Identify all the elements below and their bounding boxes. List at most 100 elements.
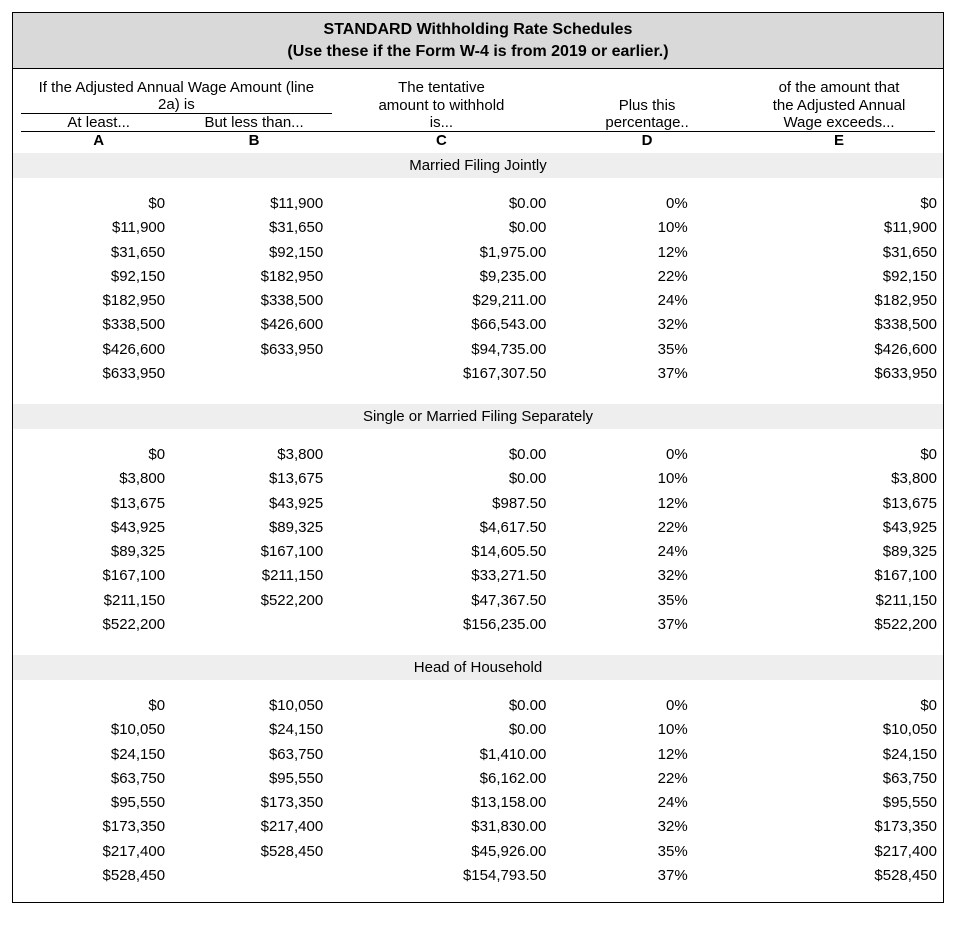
cell: $633,950 xyxy=(13,362,171,386)
data-table: $0$10,050$0.000%$0$10,050$24,150$0.0010%… xyxy=(13,680,943,902)
cell: $338,500 xyxy=(13,313,171,337)
table-row: $13,675$43,925$987.5012%$13,675 xyxy=(13,492,943,516)
cell: $522,200 xyxy=(171,589,329,613)
cell: $10,050 xyxy=(171,694,329,718)
cell: 24% xyxy=(552,289,747,313)
cell: $0 xyxy=(13,192,171,216)
cell xyxy=(171,864,329,888)
cell: $211,150 xyxy=(748,589,943,613)
cell: $0.00 xyxy=(329,718,552,742)
cell: $211,150 xyxy=(13,589,171,613)
header-letter-b: B xyxy=(176,132,331,150)
table-row: $3,800$13,675$0.0010%$3,800 xyxy=(13,467,943,491)
cell: $92,150 xyxy=(748,265,943,289)
cell: $528,450 xyxy=(748,864,943,888)
cell: $182,950 xyxy=(13,289,171,313)
cell xyxy=(171,362,329,386)
cell: 0% xyxy=(552,443,747,467)
cell: $156,235.00 xyxy=(329,613,552,637)
cell: $182,950 xyxy=(748,289,943,313)
cell xyxy=(171,613,329,637)
cell: $10,050 xyxy=(748,718,943,742)
cell: $338,500 xyxy=(171,289,329,313)
cell: $95,550 xyxy=(171,767,329,791)
header-b: But less than... xyxy=(176,114,331,132)
cell: $31,650 xyxy=(748,241,943,265)
cell: $24,150 xyxy=(748,743,943,767)
cell: $167,100 xyxy=(13,564,171,588)
cell: $13,675 xyxy=(13,492,171,516)
cell: 32% xyxy=(552,313,747,337)
cell: $13,675 xyxy=(748,492,943,516)
cell: $63,750 xyxy=(171,743,329,767)
cell: $31,650 xyxy=(13,241,171,265)
header-a: At least... xyxy=(21,114,176,132)
cell: $4,617.50 xyxy=(329,516,552,540)
cell: $89,325 xyxy=(13,540,171,564)
table-row: $89,325$167,100$14,605.5024%$89,325 xyxy=(13,540,943,564)
cell: $14,605.50 xyxy=(329,540,552,564)
header-e-line1: of the amount that xyxy=(743,79,935,96)
table-row: $92,150$182,950$9,235.0022%$92,150 xyxy=(13,265,943,289)
cell: $6,162.00 xyxy=(329,767,552,791)
section-title: Head of Household xyxy=(13,655,943,680)
cell: 10% xyxy=(552,718,747,742)
cell: $95,550 xyxy=(13,791,171,815)
table-row: $167,100$211,150$33,271.5032%$167,100 xyxy=(13,564,943,588)
cell: $66,543.00 xyxy=(329,313,552,337)
cell: $173,350 xyxy=(171,791,329,815)
table-row: $528,450$154,793.5037%$528,450 xyxy=(13,864,943,888)
cell: $0.00 xyxy=(329,192,552,216)
cell: $0 xyxy=(748,192,943,216)
table-row: $522,200$156,235.0037%$522,200 xyxy=(13,613,943,637)
cell: $217,400 xyxy=(748,840,943,864)
cell: $47,367.50 xyxy=(329,589,552,613)
cell: $0.00 xyxy=(329,694,552,718)
table-row: $0$11,900$0.000%$0 xyxy=(13,192,943,216)
table-row: $11,900$31,650$0.0010%$11,900 xyxy=(13,216,943,240)
cell: 35% xyxy=(552,840,747,864)
cell: 24% xyxy=(552,540,747,564)
header-letter-d: D xyxy=(551,132,743,150)
cell: $633,950 xyxy=(748,362,943,386)
cell: 32% xyxy=(552,564,747,588)
cell: 24% xyxy=(552,791,747,815)
cell: $528,450 xyxy=(13,864,171,888)
cell: $0.00 xyxy=(329,443,552,467)
cell: 0% xyxy=(552,192,747,216)
cell: 0% xyxy=(552,694,747,718)
column-headers: If the Adjusted Annual Wage Amount (line… xyxy=(13,69,943,149)
cell: $24,150 xyxy=(13,743,171,767)
data-table: $0$3,800$0.000%$0$3,800$13,675$0.0010%$3… xyxy=(13,429,943,651)
cell: $63,750 xyxy=(748,767,943,791)
cell: $11,900 xyxy=(171,192,329,216)
title-line-1: STANDARD Withholding Rate Schedules xyxy=(17,19,939,41)
cell: $217,400 xyxy=(171,815,329,839)
title-bar: STANDARD Withholding Rate Schedules (Use… xyxy=(13,13,943,69)
cell: $10,050 xyxy=(13,718,171,742)
cell: $0.00 xyxy=(329,216,552,240)
table-row: $211,150$522,200$47,367.5035%$211,150 xyxy=(13,589,943,613)
cell: $426,600 xyxy=(748,338,943,362)
cell: 12% xyxy=(552,743,747,767)
cell: 12% xyxy=(552,492,747,516)
table-row: $10,050$24,150$0.0010%$10,050 xyxy=(13,718,943,742)
table-row: $0$3,800$0.000%$0 xyxy=(13,443,943,467)
cell: $522,200 xyxy=(13,613,171,637)
table-row: $63,750$95,550$6,162.0022%$63,750 xyxy=(13,767,943,791)
cell: $426,600 xyxy=(13,338,171,362)
cell: $528,450 xyxy=(171,840,329,864)
table-row: $31,650$92,150$1,975.0012%$31,650 xyxy=(13,241,943,265)
cell: 10% xyxy=(552,216,747,240)
cell: $92,150 xyxy=(13,265,171,289)
cell: $426,600 xyxy=(171,313,329,337)
cell: $95,550 xyxy=(748,791,943,815)
cell: 22% xyxy=(552,767,747,791)
header-letter-e: E xyxy=(743,132,935,150)
cell: $43,925 xyxy=(13,516,171,540)
section-title: Single or Married Filing Separately xyxy=(13,404,943,429)
cell: $167,100 xyxy=(748,564,943,588)
cell: 35% xyxy=(552,589,747,613)
cell: $633,950 xyxy=(171,338,329,362)
cell: $89,325 xyxy=(171,516,329,540)
